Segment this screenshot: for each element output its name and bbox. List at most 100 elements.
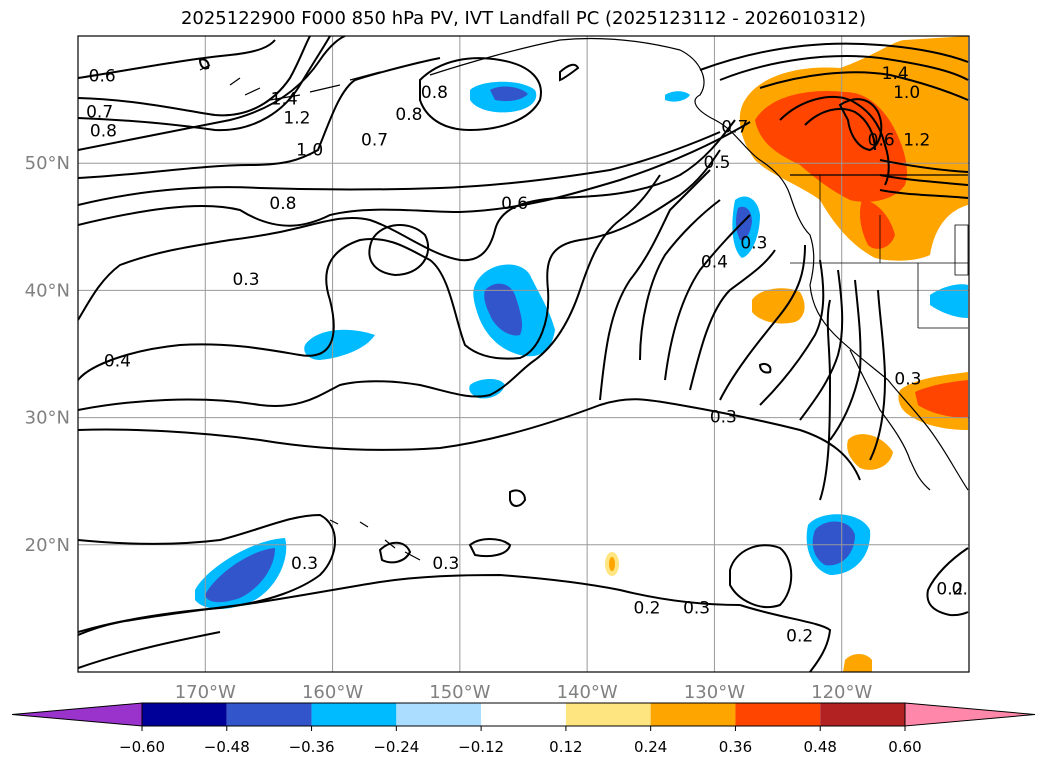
contour-labels: 0.60.70.81.01.41.21.00.70.80.8 0.60.50.70…	[44, 64, 979, 646]
lat-tick-label: 50°N	[25, 153, 70, 174]
negative-anomaly-a-core	[484, 283, 523, 336]
pv-contours	[78, 36, 969, 672]
contour-label: 0.6	[868, 130, 895, 150]
contour-line	[468, 538, 512, 558]
positive-anomaly-core	[755, 90, 907, 202]
contour-line	[78, 39, 276, 79]
contour-line	[759, 71, 969, 101]
colorbar-swatch	[226, 703, 312, 726]
contour-line	[78, 36, 311, 117]
contour-line	[599, 169, 711, 401]
contour-line	[78, 174, 661, 411]
contour-line	[719, 55, 969, 81]
positive-anomaly-east	[860, 200, 895, 249]
contour-label: 0.2	[936, 579, 963, 599]
contour-line	[368, 223, 430, 277]
colorbar-extend-high	[904, 702, 1036, 727]
positive-anomaly-baja	[847, 434, 893, 470]
contour-label: 0.6	[501, 194, 528, 214]
lon-tick-label: 140°W	[557, 682, 618, 703]
contour-line	[78, 36, 346, 151]
contour-line	[78, 131, 721, 206]
negative-anomaly-g	[930, 284, 968, 318]
contour-line	[804, 107, 876, 151]
colorbar-swatch	[396, 703, 482, 726]
contour-label: 0.3	[740, 233, 767, 253]
contour-label: 0.3	[894, 369, 921, 389]
colorbar-tick-label: −0.36	[289, 738, 335, 756]
colorbar: −0.60 −0.48 −0.36 −0.24 −0.12 0.12 0.24 0.36 0.4…	[11, 702, 1036, 756]
lon-tick-label: 150°W	[429, 682, 490, 703]
chart-title: 2025122900 F000 850 hPa PV, IVT Landfall…	[180, 8, 867, 29]
contour-line	[664, 214, 751, 381]
contour-label: 0.3	[952, 579, 979, 599]
contour-line	[78, 398, 861, 481]
positive-anomaly-sw-core	[915, 380, 968, 418]
contour-label: 0.3	[232, 270, 259, 290]
contour-label: 0.6	[89, 67, 116, 87]
contour-label-bg	[44, 178, 74, 196]
contour-label: 0.3	[683, 598, 710, 618]
contour-label: 0.3	[710, 408, 737, 428]
contour-line	[758, 362, 772, 374]
contour-line	[869, 289, 887, 461]
contour-label: 1.4	[271, 90, 298, 110]
contour-label: 1.2	[903, 130, 930, 150]
lon-tick-label: 130°W	[684, 682, 745, 703]
contour-line	[78, 57, 441, 179]
contour-label: 1.2	[283, 109, 310, 129]
contour-label: 0.8	[90, 121, 117, 141]
hawaii	[329, 519, 421, 561]
colorbar-swatch	[311, 703, 397, 726]
contour-line	[639, 199, 721, 361]
colorbar-tick-label: −0.48	[204, 738, 250, 756]
colorbar-tick-label: 0.48	[804, 738, 837, 756]
contour-line	[799, 269, 844, 421]
colorbar-tick-label: −0.24	[373, 738, 419, 756]
contour-label: 0.8	[269, 194, 296, 214]
positive-anomaly-south	[843, 654, 872, 672]
colorbar-extend-low	[11, 702, 143, 727]
contour-line	[78, 121, 751, 227]
colorbar-swatch	[142, 703, 227, 726]
colorbar-swatch	[650, 703, 736, 726]
contour-label: 0.7	[86, 102, 113, 122]
colorbar-swatch	[565, 703, 651, 726]
contour-label: 1.0	[45, 179, 72, 199]
colorbar-tick-label: 0.24	[634, 738, 667, 756]
contour-line	[729, 544, 793, 608]
coastlines	[199, 37, 969, 561]
contour-line	[509, 489, 527, 507]
lon-tick-label: 170°W	[175, 682, 236, 703]
contour-label: 0.3	[432, 554, 459, 574]
colorbar-tick-label: 0.36	[719, 738, 752, 756]
contour-label: 1.0	[296, 140, 323, 160]
negative-anomaly-h	[469, 378, 505, 399]
pv-shading	[195, 36, 968, 672]
map-panel: 0.60.70.81.01.41.21.00.70.80.8 0.60.50.70…	[44, 35, 979, 673]
contour-line	[879, 159, 969, 199]
lat-tick-label: 30°N	[25, 408, 70, 429]
contour-line	[78, 149, 721, 381]
map-frame	[77, 35, 970, 673]
contour-label: 0.7	[361, 130, 388, 150]
colorbar-swatch	[820, 703, 905, 726]
contour-line	[739, 604, 832, 672]
contour-label: 1.0	[893, 83, 920, 103]
contour-label: 0.3	[291, 554, 318, 574]
colorbar-frame	[141, 702, 906, 727]
contour-label: 0.8	[421, 83, 448, 103]
colorbar-tick-label: 0.60	[888, 738, 921, 756]
contour-label: 0.5	[703, 153, 730, 173]
lat-tick-label: 40°N	[25, 280, 70, 301]
colorbar-swatch	[481, 703, 566, 726]
contour-label: 1.4	[882, 64, 909, 84]
contour-label: 0.4	[701, 252, 728, 272]
contour-line	[779, 95, 890, 186]
contour-line	[78, 36, 331, 132]
contour-line	[378, 541, 412, 564]
colorbar-tick-label: −0.60	[119, 738, 165, 756]
alaska-coast	[429, 37, 969, 491]
contour-line	[699, 42, 969, 71]
